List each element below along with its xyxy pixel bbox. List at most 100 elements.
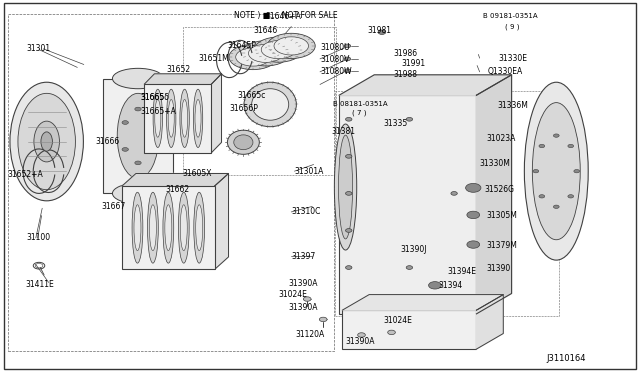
Text: 31397: 31397 [291,252,316,261]
Ellipse shape [261,41,296,59]
Text: 31646: 31646 [253,26,277,35]
Text: 31080W: 31080W [320,67,351,76]
Text: 31100: 31100 [26,233,51,243]
Text: 31390J: 31390J [401,244,427,253]
Polygon shape [342,295,503,310]
Text: 31981: 31981 [368,26,392,35]
Ellipse shape [148,148,154,151]
Ellipse shape [34,121,60,162]
Ellipse shape [242,41,290,66]
Bar [145,84,211,153]
Ellipse shape [122,148,129,151]
Text: 31310C: 31310C [291,208,321,217]
Text: 31330M: 31330M [479,159,511,168]
Ellipse shape [346,154,352,158]
Text: 31390A: 31390A [288,303,317,312]
Bar [122,186,214,269]
Ellipse shape [268,33,316,58]
Ellipse shape [180,89,189,148]
Ellipse shape [252,89,289,120]
Polygon shape [211,74,221,153]
Text: 31665: 31665 [140,93,164,102]
Text: B 08181-0351A: B 08181-0351A [333,102,387,108]
Ellipse shape [274,37,308,55]
Ellipse shape [229,44,277,70]
Text: 31646+A: 31646+A [266,12,301,21]
Ellipse shape [344,69,351,73]
Polygon shape [476,295,503,349]
Text: 31120A: 31120A [296,330,325,339]
Text: 31024E: 31024E [384,316,413,325]
Ellipse shape [234,135,253,150]
Text: 31379M: 31379M [486,241,517,250]
Ellipse shape [135,107,141,111]
Ellipse shape [467,211,479,219]
Text: 31645P: 31645P [227,41,256,50]
Ellipse shape [163,192,173,263]
Text: 31652: 31652 [167,65,191,74]
Ellipse shape [451,192,458,195]
Ellipse shape [155,99,161,137]
Ellipse shape [574,170,580,173]
Ellipse shape [193,89,203,148]
Ellipse shape [568,144,573,148]
Text: 31381: 31381 [332,126,355,136]
Ellipse shape [113,68,164,89]
Ellipse shape [147,192,158,263]
Ellipse shape [406,118,413,121]
Ellipse shape [344,44,351,48]
Ellipse shape [182,99,188,137]
Text: 31080U: 31080U [320,42,349,51]
Text: 31330E: 31330E [499,54,528,62]
Ellipse shape [346,192,352,195]
Text: 31305M: 31305M [486,211,517,220]
Polygon shape [122,173,228,186]
Bar [342,310,476,349]
Polygon shape [339,75,511,95]
Text: NOTE ) ■.....NOT FOR SALE: NOTE ) ■.....NOT FOR SALE [234,11,337,20]
Ellipse shape [429,282,442,289]
Text: 31662: 31662 [166,185,189,194]
Polygon shape [145,74,221,84]
Ellipse shape [334,124,356,250]
Ellipse shape [378,30,386,35]
Text: 31986: 31986 [394,49,417,58]
Text: 31301: 31301 [26,44,51,53]
Ellipse shape [132,192,143,263]
Ellipse shape [18,93,76,190]
Text: ( 7 ): ( 7 ) [352,109,367,116]
Ellipse shape [554,205,559,208]
Polygon shape [214,173,228,269]
Text: 31667: 31667 [102,202,126,211]
Text: 31665δ: 31665δ [140,93,169,102]
Text: 31665с: 31665с [237,91,266,100]
Bar [339,95,476,314]
Ellipse shape [153,89,163,148]
Ellipse shape [134,205,141,251]
Ellipse shape [196,205,203,251]
Ellipse shape [532,103,580,240]
Text: ( 9 ): ( 9 ) [505,23,520,30]
Ellipse shape [168,99,174,137]
Ellipse shape [122,121,129,124]
Text: 31651M: 31651M [198,54,229,62]
Ellipse shape [113,183,164,203]
Text: 31390A: 31390A [346,337,375,346]
Text: 31665+A: 31665+A [140,108,176,116]
Ellipse shape [466,183,481,192]
Ellipse shape [248,44,283,62]
Ellipse shape [166,89,176,148]
Ellipse shape [149,205,156,251]
Polygon shape [476,75,511,314]
Ellipse shape [467,241,479,248]
Text: Q1330EA: Q1330EA [487,67,523,76]
Ellipse shape [194,192,205,263]
Text: 31024E: 31024E [278,290,307,299]
Text: 31394E: 31394E [448,267,477,276]
Text: 31023A: 31023A [486,134,515,143]
Ellipse shape [539,144,545,148]
Text: 31335: 31335 [384,119,408,128]
Ellipse shape [244,82,296,127]
Ellipse shape [533,170,539,173]
Text: 31605X: 31605X [182,169,212,177]
